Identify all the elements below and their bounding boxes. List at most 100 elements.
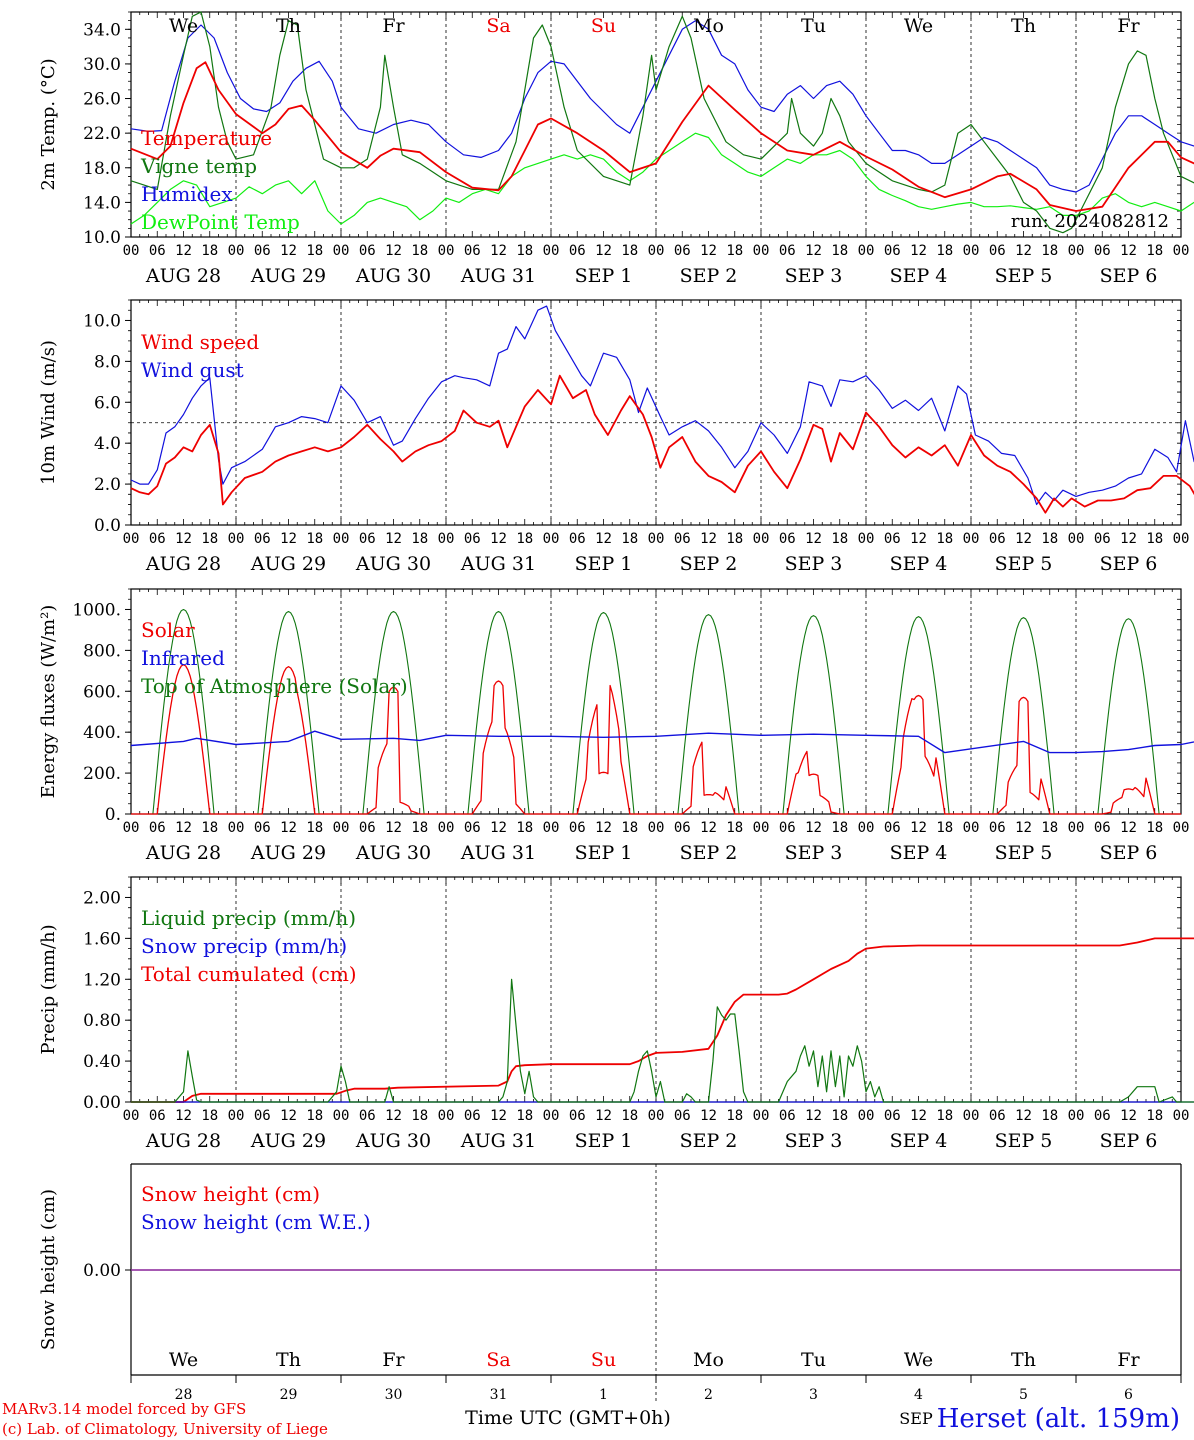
hour-tick-label: 06 (149, 243, 166, 259)
hour-tick-label: 12 (1015, 243, 1032, 259)
day-number: 6 (1124, 1387, 1133, 1403)
hour-tick-label: 00 (648, 243, 665, 259)
hour-tick-label: 18 (936, 1108, 953, 1124)
date-label: AUG 29 (250, 553, 326, 575)
day-number: 2 (704, 1387, 713, 1403)
hour-tick-label: 18 (726, 243, 743, 259)
hour-tick-label: 00 (1173, 531, 1190, 547)
hour-tick-label: 00 (123, 1108, 140, 1124)
y-tick-label: 0.40 (83, 1052, 121, 1072)
weekday-label: Fr (1117, 1349, 1140, 1371)
hour-tick-label: 00 (228, 531, 245, 547)
hour-tick-label: 18 (1041, 820, 1058, 836)
hour-tick-label: 00 (228, 1108, 245, 1124)
hour-tick-label: 00 (333, 1108, 350, 1124)
hour-tick-label: 18 (516, 820, 533, 836)
hour-tick-label: 00 (858, 243, 875, 259)
hour-tick-label: 18 (306, 1108, 323, 1124)
y-axis-label: 2m Temp. (°C) (38, 58, 59, 190)
hour-tick-label: 06 (464, 820, 481, 836)
hour-tick-label: 06 (1094, 1108, 1111, 1124)
time-ticks (130, 12, 1182, 237)
date-label: SEP 6 (1100, 265, 1158, 287)
legend-snow-precip-mm-h-: Snow precip (mm/h) (141, 934, 347, 958)
hour-tick-label: 06 (254, 1108, 271, 1124)
hour-tick-label: 00 (858, 531, 875, 547)
hour-tick-label: 06 (359, 1108, 376, 1124)
weekday-label: Mo (693, 15, 724, 37)
hour-tick-label: 18 (621, 1108, 638, 1124)
hour-tick-label: 12 (805, 1108, 822, 1124)
series-wind-speed (130, 374, 1194, 514)
hour-tick-label: 06 (359, 243, 376, 259)
hour-tick-label: 12 (700, 531, 717, 547)
weekday-label: Th (1011, 15, 1036, 37)
lab-credit: (c) Lab. of Climatology, University of L… (2, 1420, 328, 1438)
hour-tick-label: 06 (989, 531, 1006, 547)
y-tick-label: 1.20 (83, 970, 121, 990)
y-tick-label: 800. (83, 641, 121, 661)
hour-tick-label: 12 (280, 531, 297, 547)
hour-tick-label: 06 (254, 243, 271, 259)
date-label: AUG 30 (355, 1130, 431, 1152)
hour-tick-label: 06 (674, 243, 691, 259)
hour-tick-label: 12 (385, 820, 402, 836)
hour-tick-label: 00 (648, 531, 665, 547)
date-label: AUG 30 (355, 553, 431, 575)
hour-tick-label: 06 (569, 531, 586, 547)
hour-tick-label: 12 (595, 243, 612, 259)
hour-tick-label: 06 (989, 1108, 1006, 1124)
hour-tick-label: 06 (359, 531, 376, 547)
legend-wind-speed: Wind speed (141, 330, 259, 354)
weekday-label: We (904, 1349, 933, 1371)
hour-tick-label: 18 (621, 820, 638, 836)
date-label: AUG 28 (145, 553, 221, 575)
date-label: SEP 3 (785, 842, 843, 864)
date-label: AUG 29 (250, 1130, 326, 1152)
legend-top-of-atmosphere-solar-: Top of Atmosphere (Solar) (141, 674, 408, 698)
date-label: AUG 31 (460, 553, 536, 575)
overprint-label: SEP (899, 1409, 933, 1428)
hour-tick-label: 06 (569, 1108, 586, 1124)
hour-tick-label: 12 (595, 531, 612, 547)
hour-tick-label: 06 (1094, 820, 1111, 836)
hour-tick-label: 12 (910, 531, 927, 547)
hour-tick-label: 00 (543, 820, 560, 836)
legend-temperature: Temperature (141, 126, 272, 150)
hour-tick-label: 12 (385, 243, 402, 259)
date-label: SEP 4 (890, 842, 948, 864)
weekday-label: Th (1011, 1349, 1036, 1371)
date-label: AUG 28 (145, 1130, 221, 1152)
series-wind-gust (130, 305, 1194, 506)
hour-tick-label: 18 (1041, 531, 1058, 547)
day-number: 3 (809, 1387, 818, 1403)
hour-tick-label: 12 (700, 820, 717, 836)
hour-tick-label: 12 (280, 820, 297, 836)
hour-tick-label: 00 (333, 243, 350, 259)
y-tick-label: 22.0 (83, 124, 121, 144)
day-ticks (130, 1375, 1182, 1383)
hour-tick-label: 18 (831, 820, 848, 836)
date-label: SEP 1 (575, 553, 633, 575)
hour-tick-label: 00 (438, 820, 455, 836)
date-label: AUG 29 (250, 265, 326, 287)
hour-tick-label: 06 (989, 820, 1006, 836)
hour-tick-label: 12 (1120, 820, 1137, 836)
date-label: SEP 2 (680, 842, 738, 864)
hour-tick-label: 00 (858, 1108, 875, 1124)
legend-vigne-temp: Vigne temp (140, 154, 257, 178)
y-tick-label: 200. (83, 764, 121, 784)
weekday-label: We (169, 1349, 198, 1371)
hour-tick-label: 18 (306, 820, 323, 836)
hour-tick-label: 12 (595, 820, 612, 836)
hour-tick-label: 12 (490, 531, 507, 547)
hour-tick-label: 00 (648, 820, 665, 836)
hour-tick-label: 12 (280, 1108, 297, 1124)
day-number: 29 (280, 1387, 298, 1403)
legend-liquid-precip-mm-h-: Liquid precip (mm/h) (141, 906, 356, 930)
hour-tick-label: 18 (201, 243, 218, 259)
date-label: AUG 29 (250, 842, 326, 864)
x-axis-label: Time UTC (GMT+0h) (465, 1407, 671, 1429)
hour-tick-label: 18 (726, 820, 743, 836)
